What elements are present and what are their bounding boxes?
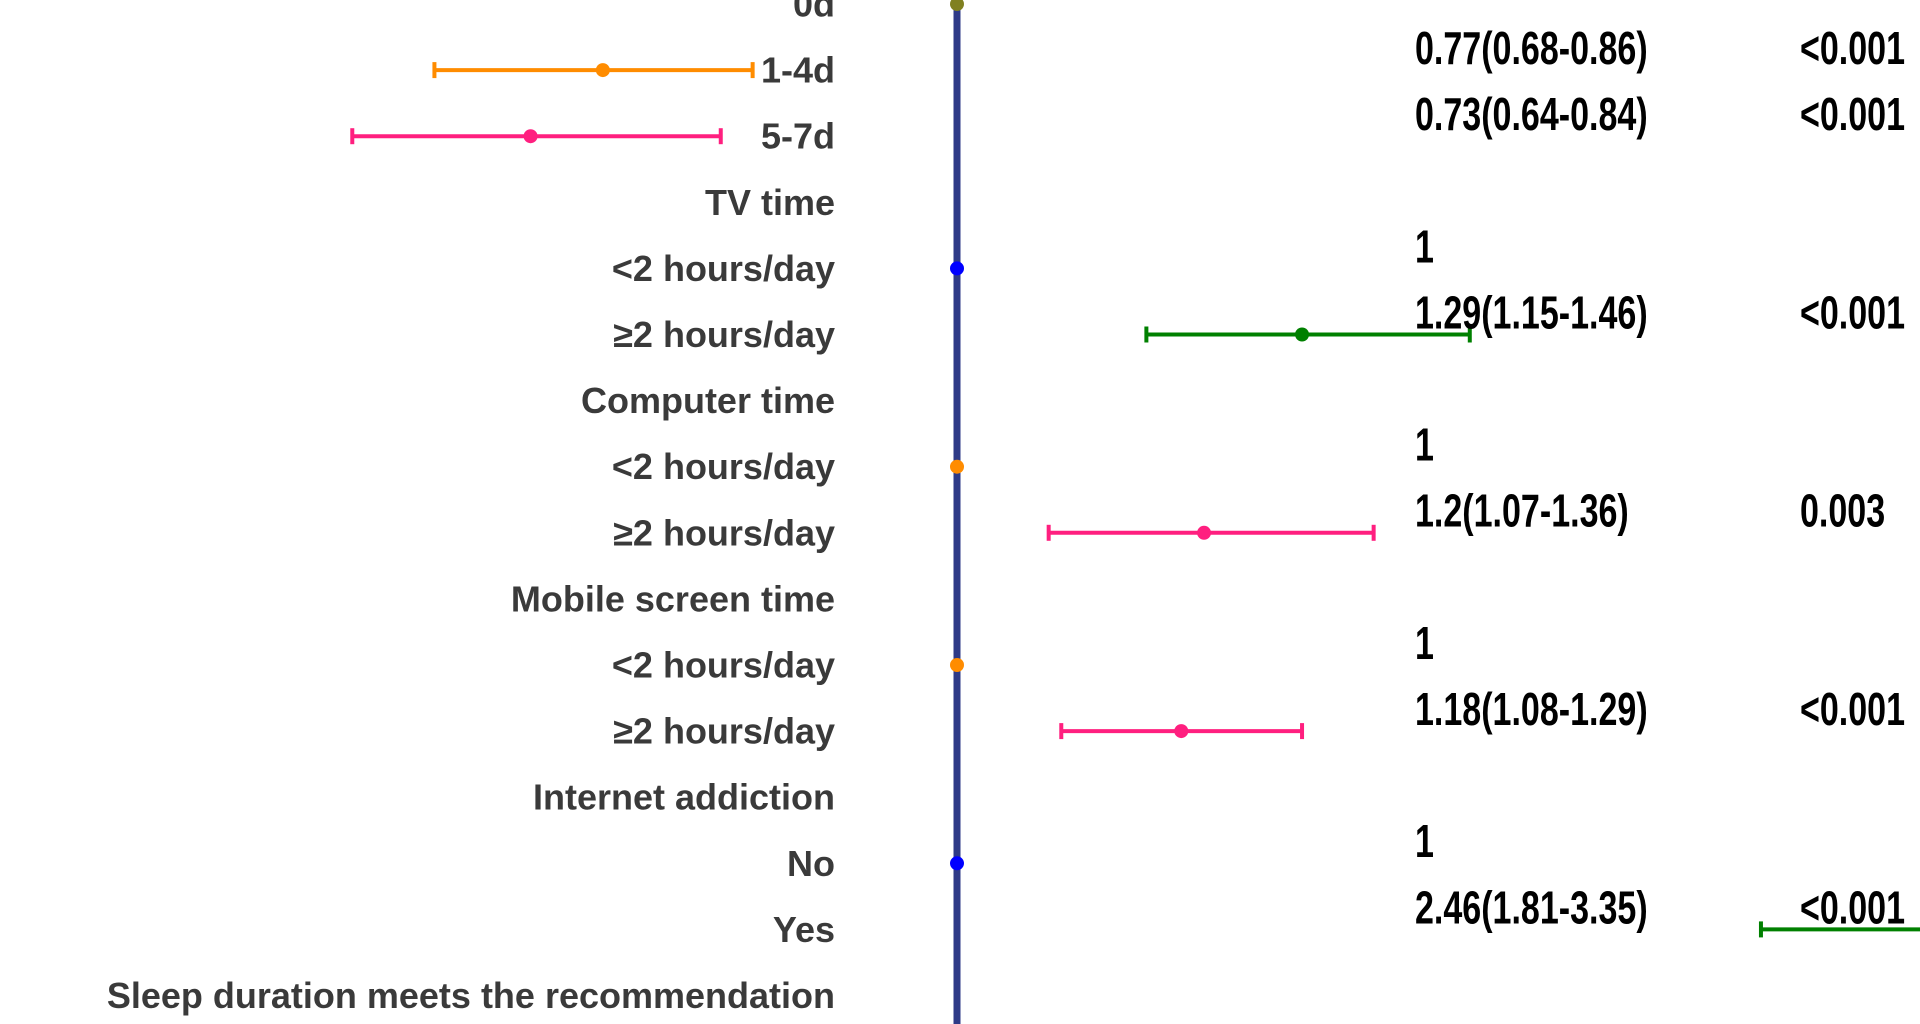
- point-estimate: [1295, 327, 1310, 342]
- odds-ratio-text: 1: [1415, 815, 1434, 867]
- p-value-text: <0.001: [1800, 22, 1905, 74]
- row-label: Yes: [773, 909, 835, 950]
- row-label: Sleep duration meets the recommendation: [107, 975, 835, 1016]
- p-value-text: <0.001: [1800, 286, 1905, 338]
- row-label: 0d: [793, 0, 835, 25]
- point-estimate: [950, 658, 964, 672]
- row-label: Mobile screen time: [511, 578, 835, 619]
- row-label: <2 hours/day: [612, 248, 835, 289]
- row-label: TV time: [705, 182, 835, 223]
- row-label: <2 hours/day: [612, 645, 835, 686]
- odds-ratio-text: 0.77(0.68-0.86): [1415, 22, 1648, 74]
- odds-ratio-text: 1.2(1.07-1.36): [1415, 485, 1629, 537]
- row-label: ≥2 hours/day: [613, 314, 835, 355]
- point-estimate: [595, 63, 610, 78]
- row-labels: 0d 1-4d 5-7d TV time <2 hours/day ≥2 hours/da…: [107, 0, 835, 1016]
- point-estimate: [523, 129, 538, 144]
- point-estimate: [950, 856, 964, 871]
- row-label: ≥2 hours/day: [613, 512, 835, 553]
- odds-ratio-text: 1: [1415, 617, 1434, 669]
- row-label: <2 hours/day: [612, 446, 835, 487]
- odds-ratio-text: 1.29(1.15-1.46): [1415, 286, 1648, 338]
- row-label: ≥2 hours/day: [613, 711, 835, 752]
- p-value-text: <0.001: [1800, 683, 1905, 735]
- row-label: Computer time: [581, 380, 835, 421]
- row-label: 5-7d: [761, 116, 835, 157]
- point-estimate: [1197, 525, 1212, 540]
- point-estimate: [950, 261, 964, 276]
- p-values: <0.001 <0.001 <0.001 0.003 <0.001 <0.001: [1800, 22, 1905, 934]
- point-estimate: [950, 0, 964, 11]
- row-label: 1-4d: [761, 50, 835, 91]
- row-label: Internet addiction: [533, 777, 835, 818]
- odds-ratio-text: 2.46(1.81-3.35): [1415, 881, 1648, 933]
- p-value-text: 0.003: [1800, 485, 1885, 537]
- odds-ratio-values: 0.77(0.68-0.86) 0.73(0.64-0.84) 1 1.29(1.15…: [1415, 22, 1648, 934]
- point-estimate: [950, 459, 964, 474]
- odds-ratio-text: 1: [1415, 220, 1434, 272]
- p-value-text: <0.001: [1800, 88, 1905, 140]
- odds-ratio-text: 1.18(1.08-1.29): [1415, 683, 1648, 735]
- plot-markers: [350, 0, 1920, 938]
- odds-ratio-text: 1: [1415, 419, 1434, 471]
- p-value-text: <0.001: [1800, 881, 1905, 933]
- odds-ratio-text: 0.73(0.64-0.84): [1415, 88, 1648, 140]
- point-estimate: [1174, 724, 1189, 739]
- row-label: No: [787, 843, 835, 884]
